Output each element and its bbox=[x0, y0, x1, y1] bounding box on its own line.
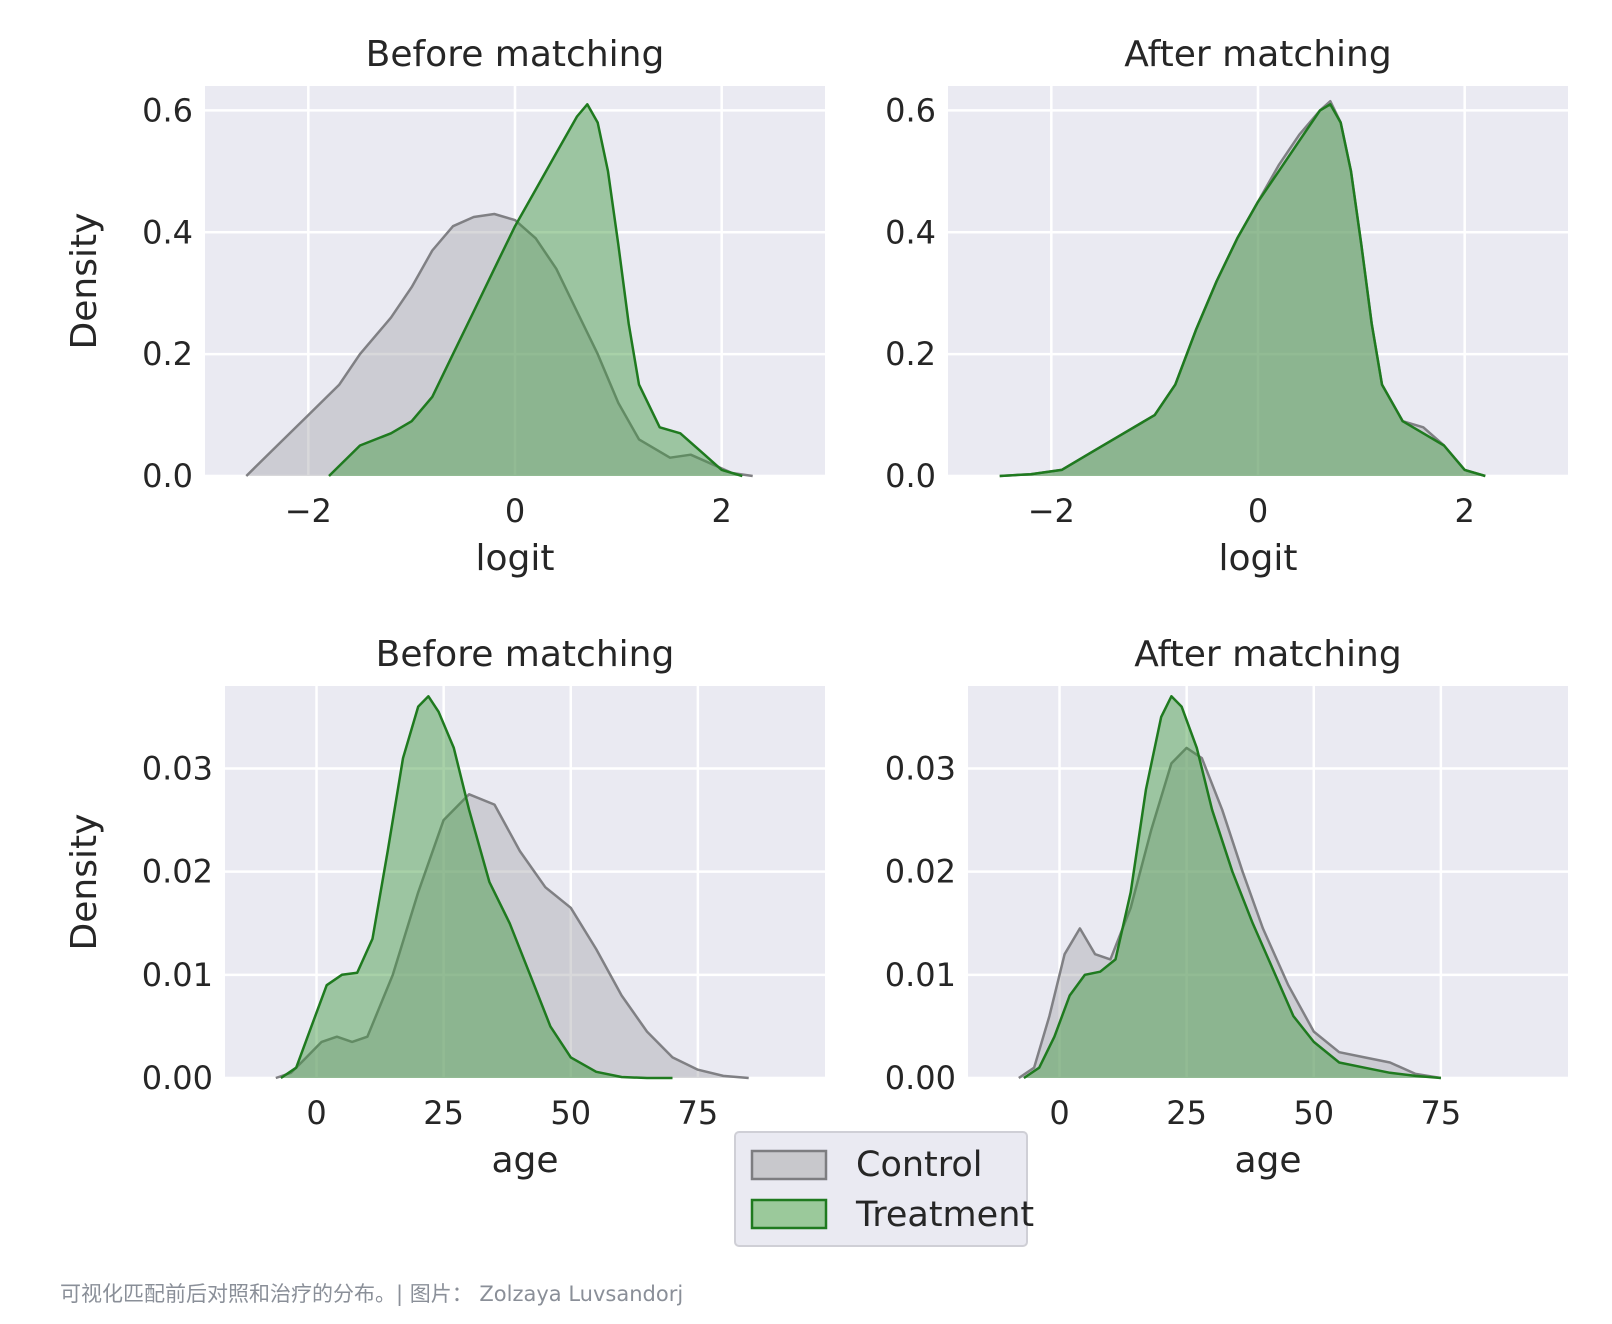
y-tick-label: 0.03 bbox=[885, 750, 956, 788]
x-tick-label: 25 bbox=[423, 1094, 464, 1132]
plot-area bbox=[968, 686, 1568, 1078]
x-tick-label: 0 bbox=[1049, 1094, 1069, 1132]
density-area-treatment bbox=[329, 104, 743, 477]
chart-title: Before matching bbox=[366, 34, 665, 75]
x-tick-label: 50 bbox=[1293, 1094, 1334, 1132]
y-tick-label: 0.00 bbox=[885, 1059, 956, 1097]
y-tick-label: 0.0 bbox=[142, 457, 193, 495]
x-tick-label: 0 bbox=[306, 1094, 326, 1132]
density-line-control bbox=[1018, 746, 1442, 1080]
y-tick-label: 0.2 bbox=[885, 335, 936, 373]
y-tick-label: 0.2 bbox=[142, 335, 193, 373]
chart-title: Before matching bbox=[376, 634, 675, 675]
chart-title: After matching bbox=[1124, 34, 1391, 75]
density-line-treatment bbox=[280, 695, 673, 1080]
y-axis-label: Density bbox=[64, 814, 105, 951]
density-area-treatment bbox=[999, 104, 1486, 477]
legend-swatch-control bbox=[750, 1149, 828, 1181]
legend: Control Treatment bbox=[734, 1131, 1034, 1247]
y-tick-label: 0.03 bbox=[142, 750, 213, 788]
y-tick-label: 0.01 bbox=[142, 956, 213, 994]
y-tick-label: 0.6 bbox=[885, 91, 936, 129]
y-axis-label: Density bbox=[64, 213, 105, 350]
x-tick-label: −2 bbox=[1028, 492, 1075, 530]
y-tick-label: 0.01 bbox=[885, 956, 956, 994]
legend-swatch-treatment bbox=[750, 1198, 828, 1230]
density-area-control bbox=[246, 214, 753, 476]
density-area-treatment bbox=[1023, 696, 1441, 1078]
density-area-control bbox=[1018, 747, 1441, 1078]
density-line-treatment bbox=[999, 103, 1486, 478]
image-caption: 可视化匹配前后对照和治疗的分布。| 图片： Zolzaya Luvsandorj bbox=[60, 1282, 684, 1306]
y-tick-label: 0.4 bbox=[142, 213, 193, 251]
density-line-treatment bbox=[328, 103, 743, 478]
x-axis-label: logit bbox=[1219, 538, 1298, 579]
density-area-control bbox=[275, 794, 749, 1078]
density-area-control bbox=[999, 101, 1486, 476]
y-tick-label: 0.0 bbox=[885, 457, 936, 495]
x-tick-label: 0 bbox=[505, 492, 525, 530]
y-tick-label: 0.4 bbox=[885, 213, 936, 251]
x-tick-label: 2 bbox=[1454, 492, 1474, 530]
y-tick-label: 0.00 bbox=[142, 1059, 213, 1097]
x-tick-label: 25 bbox=[1166, 1094, 1207, 1132]
x-tick-label: 75 bbox=[678, 1094, 719, 1132]
panel-2: −2 0 2 0.0 0.2 0.4 0.6 After matching logit bbox=[885, 34, 1568, 579]
y-tick-label: 0.02 bbox=[885, 853, 956, 891]
density-area-treatment bbox=[280, 696, 673, 1078]
density-line-control bbox=[245, 212, 753, 478]
x-axis-label: age bbox=[491, 1140, 558, 1181]
density-line-control bbox=[275, 793, 749, 1080]
legend-label-treatment: Treatment bbox=[855, 1195, 1034, 1235]
x-tick-label: 0 bbox=[1248, 492, 1268, 530]
panel-4: 0 25 50 75 0.00 0.01 0.02 0.03 After matching age bbox=[885, 634, 1568, 1181]
x-tick-label: 75 bbox=[1421, 1094, 1462, 1132]
y-tick-label: 0.02 bbox=[142, 853, 213, 891]
plot-area bbox=[225, 686, 825, 1078]
density-line-treatment bbox=[1023, 695, 1442, 1080]
panel-1: −2 0 2 0.0 0.2 0.4 0.6 Before matching logit Dens… bbox=[64, 34, 825, 579]
x-tick-label: −2 bbox=[285, 492, 332, 530]
panel-3: 0 25 50 75 0.00 0.01 0.02 0.03 Before matching ag… bbox=[64, 634, 825, 1181]
x-axis-label: age bbox=[1234, 1140, 1301, 1181]
x-axis-label: logit bbox=[476, 538, 555, 579]
y-tick-label: 0.6 bbox=[142, 91, 193, 129]
x-tick-label: 2 bbox=[711, 492, 731, 530]
x-tick-label: 50 bbox=[550, 1094, 591, 1132]
legend-label-control: Control bbox=[856, 1145, 983, 1185]
chart-title: After matching bbox=[1134, 634, 1401, 675]
